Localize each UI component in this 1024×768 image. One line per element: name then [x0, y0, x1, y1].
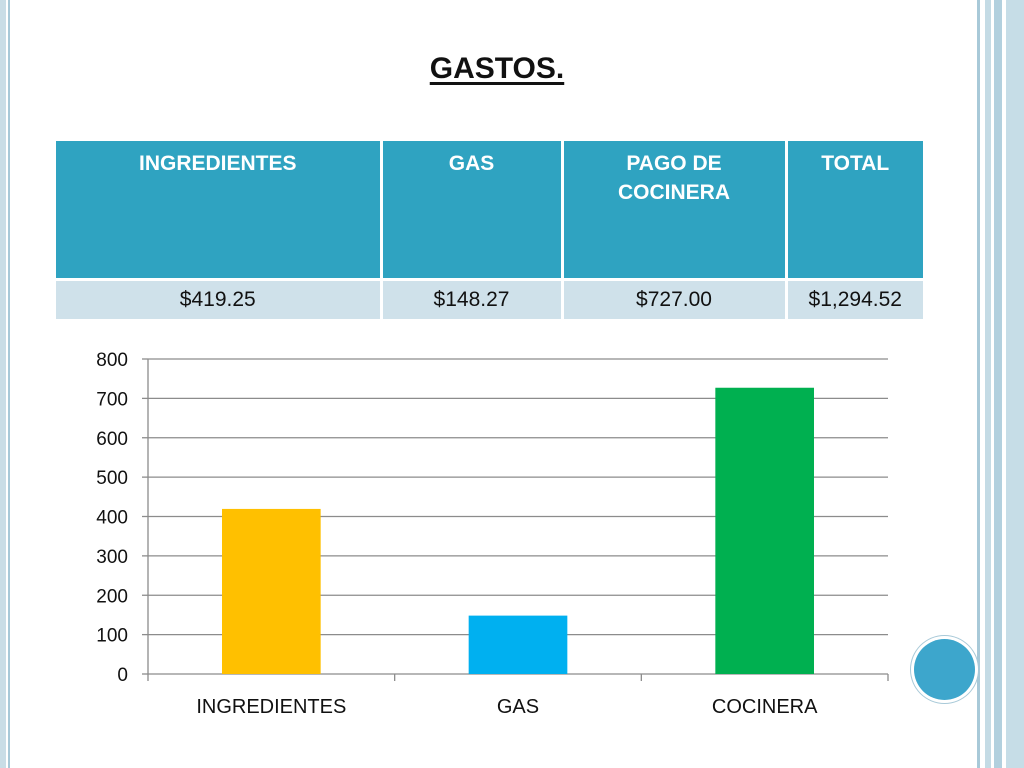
table-header-cell: PAGO DE COCINERA [562, 141, 788, 281]
frame-line-right-4 [1006, 0, 1024, 768]
frame-line-right-1 [977, 0, 980, 768]
y-tick-label: 700 [96, 389, 128, 410]
y-tick-label: 400 [96, 508, 128, 529]
x-category-label: COCINERA [712, 696, 818, 718]
table-cell: $727.00 [562, 279, 788, 319]
y-tick-label: 300 [96, 547, 128, 568]
table-cell: $419.25 [56, 279, 383, 319]
table-cell: $148.27 [381, 279, 564, 319]
table-header-cell: GAS [381, 141, 564, 281]
slide-title-text: GASTOS. [429, 52, 565, 85]
y-tick-label: 200 [96, 586, 128, 607]
x-category-label: INGREDIENTES [196, 696, 346, 718]
frame-line-right-3 [994, 0, 1002, 768]
decorative-circle [914, 639, 975, 700]
table-header-cell: TOTAL [786, 141, 923, 281]
table-header-cell: INGREDIENTES [56, 141, 383, 281]
bar-cocinera [715, 387, 814, 674]
frame-line-left-inner [8, 0, 10, 768]
table-header-row: INGREDIENTES GAS PAGO DE COCINERA TOTAL [56, 141, 923, 281]
y-tick-label: 800 [96, 350, 128, 371]
x-category-label: GAS [497, 696, 539, 718]
bar-ingredientes [222, 508, 321, 674]
bar-gas [468, 615, 568, 674]
frame-line-left-outer [0, 0, 6, 768]
frame-line-right-2 [985, 0, 991, 768]
slide-title: GASTOS. [0, 52, 994, 86]
y-tick-label: 500 [96, 468, 128, 489]
y-tick-label: 0 [117, 665, 128, 686]
table-row: $419.25 $148.27 $727.00 $1,294.52 [56, 279, 923, 319]
y-tick-label: 600 [96, 429, 128, 450]
costs-table: INGREDIENTES GAS PAGO DE COCINERA TOTAL … [56, 141, 923, 319]
table-cell: $1,294.52 [786, 279, 923, 319]
y-tick-label: 100 [96, 626, 128, 647]
